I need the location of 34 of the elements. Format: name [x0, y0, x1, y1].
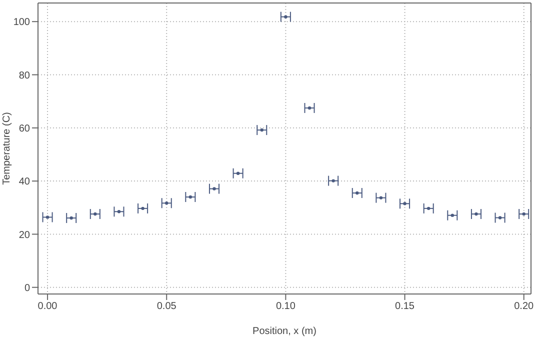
- y-tick-label: 100: [13, 17, 30, 28]
- x-tick-label: 0.10: [276, 301, 296, 312]
- point: [332, 179, 335, 182]
- point: [284, 15, 288, 18]
- point: [212, 187, 216, 190]
- point: [165, 202, 168, 205]
- point: [70, 216, 73, 220]
- point: [308, 106, 312, 110]
- point: [403, 202, 406, 206]
- y-tick-label: 0: [24, 282, 30, 294]
- y-axis-title: Temperature (C): [2, 112, 13, 185]
- point: [141, 206, 144, 210]
- x-tick-label: 0.05: [156, 301, 177, 312]
- y-tick-label: 20: [18, 230, 30, 241]
- point: [117, 210, 121, 214]
- point: [236, 172, 240, 175]
- x-tick-label: 0.20: [514, 301, 534, 312]
- point: [356, 191, 359, 195]
- y-tick-label: 40: [18, 176, 30, 188]
- point: [498, 216, 502, 220]
- x-tick-label: 0.15: [395, 301, 415, 312]
- y-tick-label: 80: [18, 70, 30, 82]
- point: [522, 212, 526, 216]
- point: [94, 212, 97, 216]
- x-tick-label: 0.00: [38, 301, 58, 312]
- y-tick-label: 60: [18, 123, 30, 134]
- point: [426, 206, 430, 210]
- point: [474, 212, 478, 216]
- point: [379, 196, 383, 200]
- x-axis-title: Position, x (m): [252, 326, 316, 337]
- point: [188, 195, 192, 199]
- point: [46, 216, 50, 219]
- point: [260, 128, 264, 132]
- point: [450, 214, 454, 217]
